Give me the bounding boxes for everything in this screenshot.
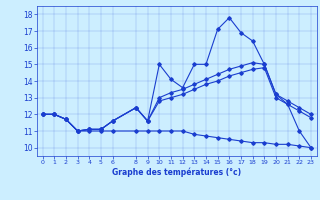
X-axis label: Graphe des températures (°c): Graphe des températures (°c) xyxy=(112,168,241,177)
